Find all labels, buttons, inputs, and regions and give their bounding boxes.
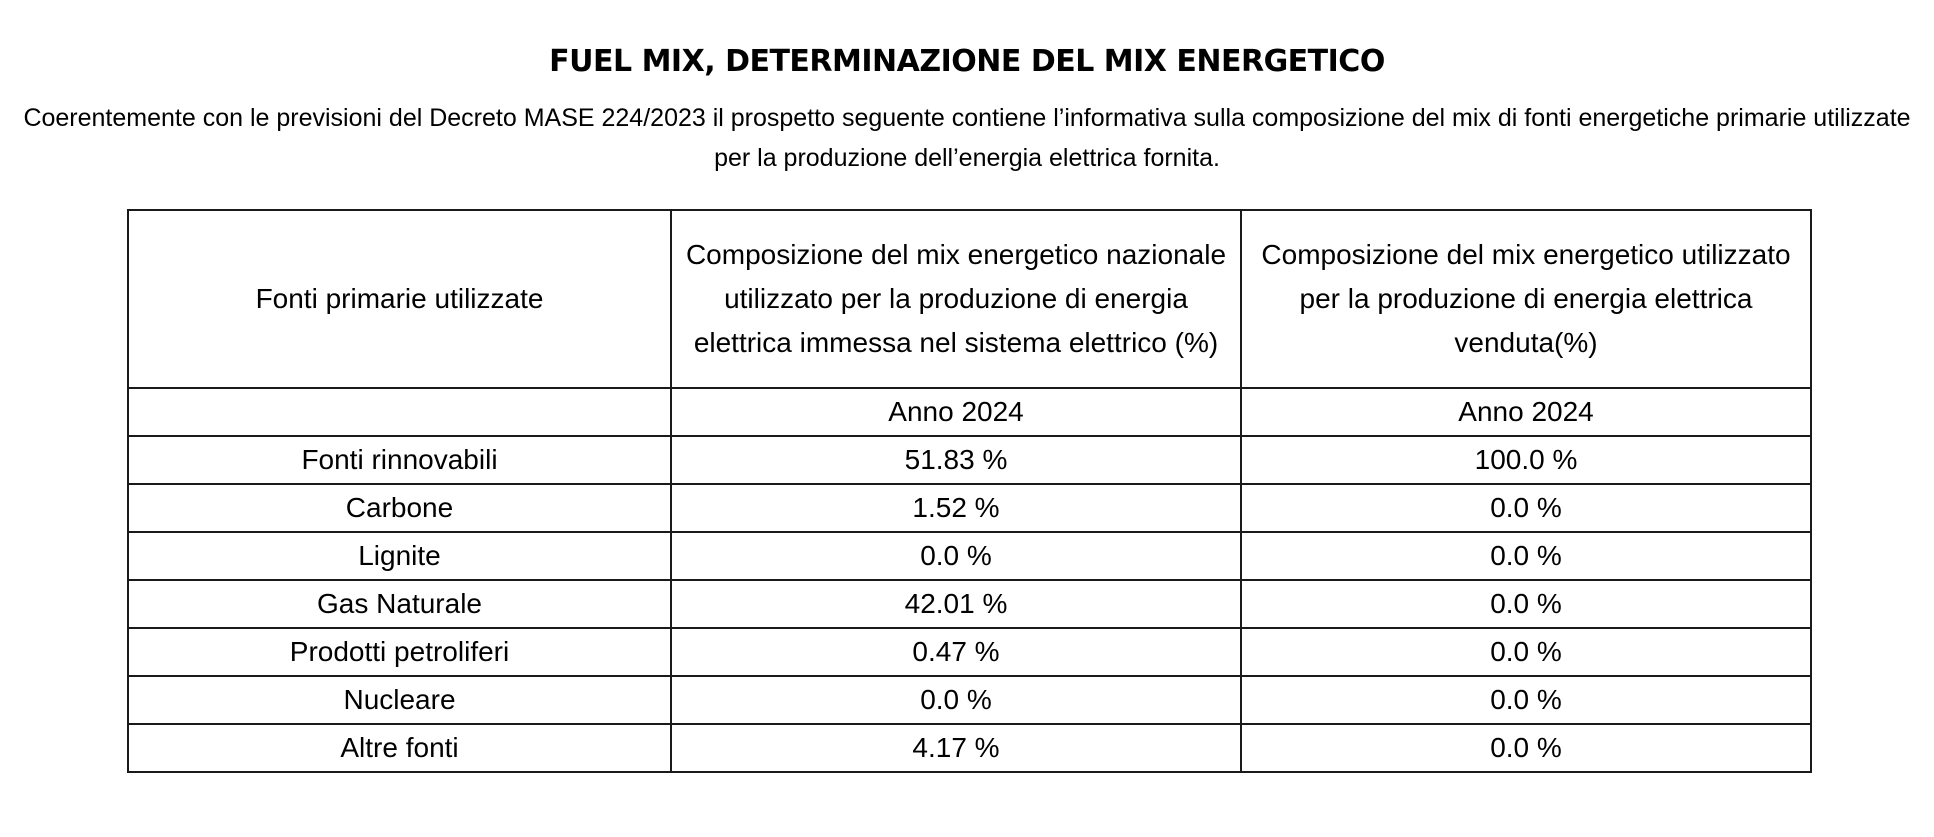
value-cell-nazionale: 0.0 % [670, 675, 1242, 725]
table-row: Prodotti petroliferi 0.47 % 0.0 % [127, 627, 1812, 677]
year-cell-venduta: Anno 2024 [1240, 387, 1812, 437]
value-cell-venduta: 0.0 % [1240, 531, 1812, 581]
value-cell-venduta: 100.0 % [1240, 435, 1812, 485]
year-row: Anno 2024 Anno 2024 [127, 387, 1812, 437]
source-cell: Carbone [127, 483, 672, 533]
intro-paragraph: Coerentemente con le previsioni del Decr… [23, 104, 1911, 172]
value-cell-nazionale: 0.47 % [670, 627, 1242, 677]
table-row: Lignite 0.0 % 0.0 % [127, 531, 1812, 581]
value-cell-venduta: 0.0 % [1240, 579, 1812, 629]
header-fonti-primarie: Fonti primarie utilizzate [127, 209, 672, 389]
table-row: Altre fonti 4.17 % 0.0 % [127, 723, 1812, 773]
header-mix-nazionale: Composizione del mix energetico nazional… [670, 209, 1242, 389]
year-cell-nazionale: Anno 2024 [670, 387, 1242, 437]
source-cell: Nucleare [127, 675, 672, 725]
value-cell-venduta: 0.0 % [1240, 627, 1812, 677]
value-cell-nazionale: 0.0 % [670, 531, 1242, 581]
table-row: Gas Naturale 42.01 % 0.0 % [127, 579, 1812, 629]
value-cell-venduta: 0.0 % [1240, 675, 1812, 725]
value-cell-nazionale: 4.17 % [670, 723, 1242, 773]
fuel-mix-table: Fonti primarie utilizzate Composizione d… [127, 209, 1812, 773]
table-header-row: Fonti primarie utilizzate Composizione d… [127, 209, 1812, 389]
document-title: FUEL MIX, DETERMINAZIONE DEL MIX ENERGET… [549, 44, 1385, 79]
source-cell: Altre fonti [127, 723, 672, 773]
table-row: Fonti rinnovabili 51.83 % 100.0 % [127, 435, 1812, 485]
table-row: Nucleare 0.0 % 0.0 % [127, 675, 1812, 725]
value-cell-venduta: 0.0 % [1240, 483, 1812, 533]
source-cell: Fonti rinnovabili [127, 435, 672, 485]
year-cell-empty [127, 387, 672, 437]
value-cell-nazionale: 51.83 % [670, 435, 1242, 485]
source-cell: Prodotti petroliferi [127, 627, 672, 677]
value-cell-nazionale: 1.52 % [670, 483, 1242, 533]
table-row: Carbone 1.52 % 0.0 % [127, 483, 1812, 533]
value-cell-nazionale: 42.01 % [670, 579, 1242, 629]
source-cell: Lignite [127, 531, 672, 581]
value-cell-venduta: 0.0 % [1240, 723, 1812, 773]
source-cell: Gas Naturale [127, 579, 672, 629]
header-mix-venduta: Composizione del mix energetico utilizza… [1240, 209, 1812, 389]
